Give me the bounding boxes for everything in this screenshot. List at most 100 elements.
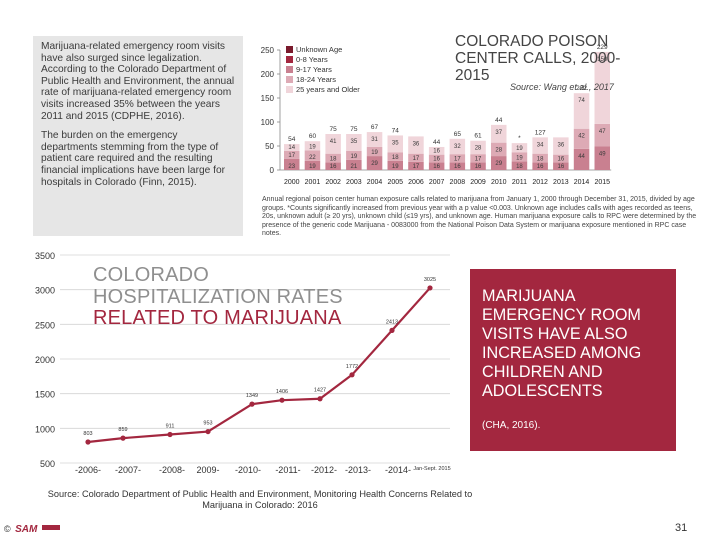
poison-chart-source: Source: Wang et al., 2017 (510, 82, 614, 92)
x-tick-label: 2015 (594, 179, 610, 186)
bar-segment (284, 144, 300, 151)
bar-segment (553, 137, 569, 155)
bar-segment (573, 148, 590, 170)
y-tick-label: 250 (261, 46, 275, 55)
bar-segment-label: 150 (597, 57, 608, 63)
bar-segment-label: 16 (537, 164, 544, 170)
bar-total-label: 61 (474, 133, 482, 140)
bar-segment (325, 153, 341, 163)
bar-segment-label: 17 (288, 153, 295, 159)
data-point (120, 435, 126, 441)
x-tick-label: -2013- (345, 465, 371, 475)
hospitalization-source: Source: Colorado Department of Public He… (47, 489, 473, 510)
legend-swatch (286, 86, 293, 93)
legend-label: 0-8 Years (296, 55, 328, 64)
bar-segment (366, 156, 383, 170)
legend-label: Unknown Age (296, 45, 342, 54)
bar-segment (284, 158, 300, 170)
er-heading-line-1: MARIJUANA (482, 287, 576, 305)
hosp-title-line-1: COLORADO (93, 264, 210, 286)
poison-title-line-1: COLORADO POISON (455, 33, 609, 50)
sam-logo-bar (41, 525, 60, 531)
bar-segment-label: 19 (371, 150, 378, 156)
bar-segment (491, 156, 507, 170)
bar-total-label: 60 (309, 133, 317, 140)
bar-segment-label: 23 (288, 164, 295, 170)
x-tick-label: 2014 (574, 179, 590, 186)
bar-segment (366, 146, 383, 157)
bar-segment-label: 18 (537, 156, 544, 162)
bar-segment (325, 162, 341, 170)
bar-segment-label: 29 (371, 161, 378, 167)
data-point-label: 859 (118, 427, 127, 433)
er-heading-line-6: ADOLESCENTS (482, 382, 603, 400)
data-point-label: 1406 (276, 389, 288, 395)
data-point (205, 428, 211, 435)
hosp-title-line-2: HOSPITALIZATION RATES (93, 285, 343, 308)
x-tick-label: 2007 (429, 179, 445, 186)
bar-segment-label: 19 (309, 144, 316, 150)
bar-segment (366, 132, 383, 147)
intro-paragraph-1: Marijuana-related emergency room visits … (41, 41, 235, 122)
hospitalization-line (87, 287, 431, 444)
x-tick-label: 2001 (305, 179, 321, 186)
bar-segment-label: 18 (392, 155, 399, 161)
data-point (317, 396, 323, 402)
bar-segment (594, 123, 610, 147)
page-number: 31 (675, 522, 688, 534)
bar-segment (346, 134, 362, 151)
y-tick-label: 2000 (35, 355, 55, 365)
bar-segment-label: 17 (454, 156, 461, 162)
bar-segment-label: 42 (578, 134, 585, 140)
bar-segment-label: 41 (330, 139, 337, 145)
er-heading-line-3: VISITS HAVE ALSO (482, 325, 628, 343)
y-tick-label: 0 (270, 166, 275, 175)
bar-segment-label: 28 (495, 148, 502, 154)
intro-paragraph-2: The burden on the emergency departments … (41, 130, 226, 188)
bar-segment (511, 161, 528, 170)
bar-segment (428, 146, 445, 155)
copyright-symbol: © (4, 524, 11, 534)
er-visits-citation: (CHA, 2016). (482, 420, 541, 431)
x-tick-label: 2000 (284, 179, 300, 186)
bar-segment-label: 47 (599, 129, 606, 135)
x-tick-label: -2008- (159, 465, 185, 475)
bar-segment (532, 162, 548, 170)
bar-segment-label: 36 (558, 142, 565, 148)
y-tick-label: 2500 (35, 320, 55, 330)
data-point (427, 285, 433, 291)
y-tick-label: 3500 (35, 251, 55, 261)
bar-segment-label: 16 (330, 164, 337, 170)
x-tick-label: 2006 (408, 179, 424, 186)
bar-segment (449, 154, 466, 163)
bar-segment-label: 16 (558, 164, 565, 170)
bar-segment-label: 17 (413, 156, 420, 162)
bar-segment-label: 74 (578, 98, 585, 104)
bar-segment-label: 32 (454, 144, 461, 150)
y-tick-label: 200 (261, 70, 275, 79)
bar-segment (346, 150, 362, 160)
legend-swatch (286, 76, 293, 83)
bar-segment (304, 141, 321, 151)
bar-segment-label: 35 (351, 139, 358, 145)
bar-segment-label: 31 (371, 137, 378, 143)
data-point-label: 2413 (386, 319, 398, 325)
bar-segment (325, 134, 341, 154)
data-point-label: 803 (83, 431, 92, 437)
bar-segment-label: 16 (558, 156, 565, 162)
bar-total-label: 222 (576, 85, 587, 92)
data-point (85, 439, 91, 445)
bar-total-label: 74 (392, 127, 400, 134)
bar-segment (470, 140, 486, 155)
bar-segment (387, 152, 403, 161)
x-tick-label: 2003 (346, 179, 362, 186)
legend-label: 18-24 Years (296, 75, 336, 84)
bar-segment-label: 29 (495, 161, 502, 167)
bar-segment (594, 146, 610, 170)
y-tick-label: 100 (261, 118, 275, 127)
poison-title-line-2: CENTER CALLS, 2000-2015 (455, 50, 621, 84)
bar-segment-label: 18 (516, 164, 523, 170)
er-heading-line-5: CHILDREN AND (482, 363, 603, 381)
legend-swatch (286, 46, 293, 53)
jan-sept-note: Jan-Sept. 2015 (413, 466, 450, 472)
